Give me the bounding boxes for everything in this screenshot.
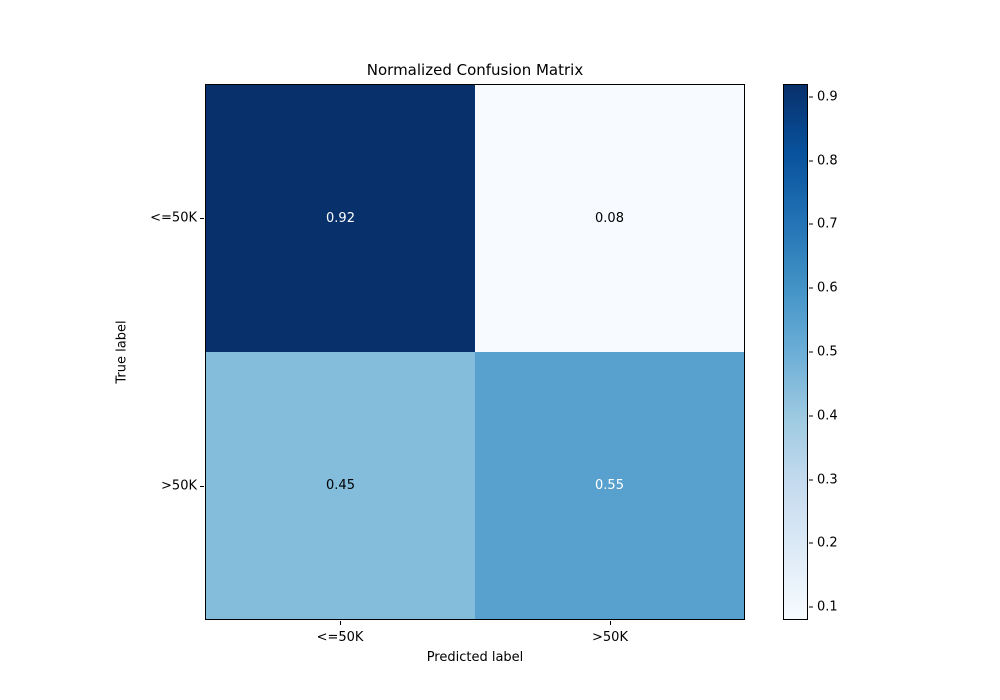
y-axis-label: True label bbox=[114, 320, 130, 384]
x-tick-label-1: >50K bbox=[592, 630, 628, 645]
colorbar-tick-label: 0.9 bbox=[817, 89, 838, 105]
colorbar-tick-mark bbox=[809, 606, 813, 608]
chart-title: Normalized Confusion Matrix bbox=[366, 61, 584, 79]
colorbar-tick-label: 0.6 bbox=[817, 280, 838, 296]
cell-value: 0.92 bbox=[326, 211, 355, 226]
cell-value: 0.55 bbox=[595, 478, 624, 493]
colorbar-tick-mark bbox=[809, 479, 813, 481]
colorbar-tick-mark bbox=[809, 160, 813, 162]
y-tick-mark bbox=[200, 218, 204, 219]
y-tick-label-1: >50K bbox=[161, 478, 197, 494]
colorbar-gradient bbox=[783, 84, 808, 620]
colorbar-tick-label: 0.3 bbox=[817, 472, 838, 488]
x-axis-label: Predicted label bbox=[426, 650, 524, 665]
colorbar-tick-mark bbox=[809, 415, 813, 417]
colorbar-tick-label: 0.1 bbox=[817, 599, 838, 615]
colorbar-tick-mark bbox=[809, 351, 813, 353]
colorbar-tick-label: 0.8 bbox=[817, 153, 838, 169]
matrix-cell-0-0: 0.92 bbox=[206, 85, 475, 352]
colorbar-tick-mark bbox=[809, 96, 813, 98]
x-tick-mark bbox=[610, 621, 611, 625]
cell-value: 0.08 bbox=[595, 211, 624, 226]
y-tick-label-0: <=50K bbox=[150, 210, 197, 226]
colorbar-tick-mark bbox=[809, 287, 813, 289]
heatmap-grid: 0.92 0.08 0.45 0.55 bbox=[205, 84, 745, 620]
matrix-cell-1-1: 0.55 bbox=[475, 352, 744, 619]
x-tick-mark bbox=[340, 621, 341, 625]
x-tick-label-0: <=50K bbox=[316, 630, 364, 645]
colorbar-tick-label: 0.4 bbox=[817, 408, 838, 424]
colorbar-ticks: 0.9 0.8 0.7 0.6 0.5 0.4 0.3 0.2 0.1 bbox=[809, 84, 869, 620]
colorbar-tick-label: 0.5 bbox=[817, 344, 838, 360]
colorbar-tick-mark bbox=[809, 542, 813, 544]
colorbar-tick-mark bbox=[809, 223, 813, 225]
matrix-cell-1-0: 0.45 bbox=[206, 352, 475, 619]
y-tick-mark bbox=[200, 486, 204, 487]
cell-value: 0.45 bbox=[326, 478, 355, 493]
colorbar-tick-label: 0.2 bbox=[817, 535, 838, 551]
colorbar-tick-label: 0.7 bbox=[817, 216, 838, 232]
matrix-cell-0-1: 0.08 bbox=[475, 85, 744, 352]
